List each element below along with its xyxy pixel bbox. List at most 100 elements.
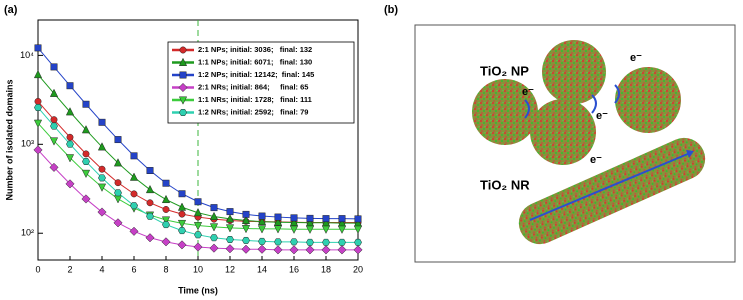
marker [146,167,154,174]
marker [241,215,251,224]
x-tick-label: 8 [163,264,168,274]
series [34,104,362,246]
marker [322,215,330,223]
series [34,44,362,223]
marker [179,46,187,54]
electron-arrow [614,84,620,104]
marker [34,44,42,52]
marker [129,226,139,236]
marker [305,245,315,255]
marker [81,169,91,179]
marker [145,184,155,194]
marker [178,190,186,198]
marker [242,210,250,218]
electron-label: e⁻ [596,110,608,122]
marker [258,237,266,245]
x-tick-label: 6 [131,264,136,274]
legend-label: 1:2 NPs; initial: 12142; final: 145 [198,70,314,79]
marker [337,245,347,255]
marker [210,234,218,242]
legend-label: 1:2 NRs; initial: 2592; final: 79 [198,107,308,116]
marker [193,222,203,231]
x-tick-label: 12 [225,264,235,274]
marker [290,238,298,246]
x-tick-label: 0 [35,264,40,274]
legend-box [167,41,355,124]
marker [257,216,267,226]
marker [82,150,90,158]
electron-label: e⁻ [522,86,534,98]
nr-label: TiO₂ NR [480,177,530,192]
nanoparticle [472,79,538,145]
marker [130,190,138,198]
marker [257,244,267,254]
marker [81,194,91,204]
marker [33,145,43,155]
marker [193,242,203,252]
marker [321,225,331,234]
marker [322,238,330,246]
marker [113,158,123,167]
marker [82,100,90,108]
marker [242,236,250,244]
marker [178,210,186,218]
arrow-head [686,150,694,158]
marker [226,236,234,243]
marker [129,172,139,181]
panel-label: (a) [4,4,18,16]
legend-label: 2:1 NRs; initial: 864; final: 65 [198,82,308,91]
electron-label: e⁻ [630,52,642,64]
electron-path [529,152,691,221]
marker [98,165,106,173]
marker [145,233,155,243]
marker [97,207,107,217]
y-axis-label: Number of isolated domains [4,79,14,200]
marker [305,225,315,234]
marker [178,227,186,235]
marker [97,183,107,192]
marker [98,174,106,182]
nanoparticle [530,99,596,165]
marker [113,195,123,204]
nanorod [518,137,706,245]
marker [273,225,283,234]
marker [178,96,188,105]
marker [34,97,42,105]
series [33,145,363,255]
marker [225,214,235,223]
x-tick-label: 4 [99,264,104,274]
x-tick-label: 10 [193,264,203,274]
marker [209,223,219,232]
marker [162,179,170,187]
marker [225,224,235,233]
marker [306,214,314,222]
marker [194,198,202,206]
panel-label: (b) [384,4,398,16]
marker [98,118,106,126]
x-tick-label: 20 [353,264,363,274]
marker [97,142,107,151]
marker [146,212,154,220]
x-axis-label: Time (ns) [178,285,218,295]
marker [33,69,43,79]
marker [161,194,171,204]
marker [321,245,331,255]
marker [49,137,59,146]
marker [161,237,171,247]
x-tick-label: 2 [67,264,72,274]
marker [66,133,74,141]
marker [337,225,347,234]
marker [49,162,59,172]
marker [338,238,346,246]
marker [209,211,219,221]
marker [225,244,235,254]
marker [114,179,122,187]
marker [33,119,43,128]
marker [353,245,363,255]
marker [65,154,75,163]
marker [289,225,299,234]
marker [162,206,170,213]
marker [209,243,219,253]
electron-arrow [591,94,597,114]
